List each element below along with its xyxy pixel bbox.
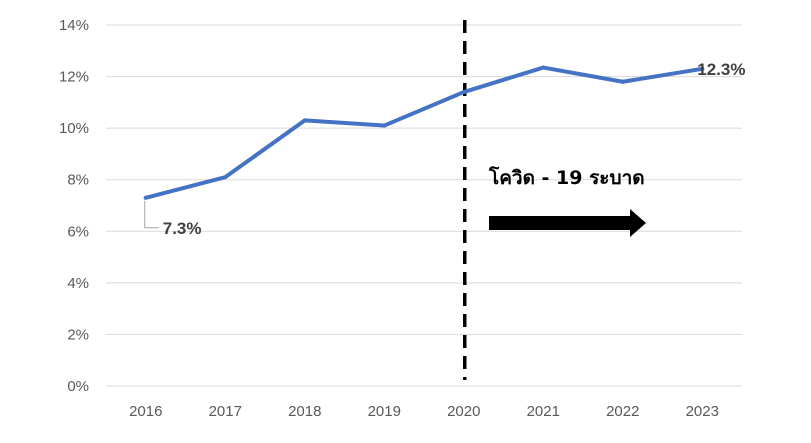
data-point-2023 [700, 66, 705, 71]
y-tick-label: 6% [67, 223, 89, 240]
y-axis-ticks: 0% 2% 4% 6% 8% 10% 12% 14% [59, 17, 89, 395]
y-tick-label: 2% [67, 326, 89, 343]
data-point-2019 [382, 123, 387, 128]
x-tick-label: 2017 [209, 403, 242, 420]
x-tick-label: 2020 [447, 403, 480, 420]
data-point-2017 [223, 175, 228, 180]
y-tick-label: 0% [67, 378, 89, 395]
data-point-2020 [461, 90, 466, 95]
data-point-2021 [541, 65, 546, 70]
label-leader-line [144, 200, 159, 229]
y-tick-label: 8% [67, 172, 89, 189]
data-label-2023: 12.3% [697, 60, 745, 79]
data-point-2016 [143, 195, 148, 200]
x-tick-label: 2019 [368, 403, 401, 420]
x-tick-label: 2021 [527, 403, 560, 420]
y-tick-label: 4% [67, 275, 89, 292]
data-point-2022 [620, 79, 625, 84]
series-line [143, 65, 705, 200]
x-tick-label: 2023 [686, 403, 719, 420]
data-labels: 7.3% 12.3% [144, 60, 745, 238]
x-tick-label: 2022 [606, 403, 639, 420]
series-group [143, 65, 705, 200]
x-tick-label: 2016 [129, 403, 162, 420]
y-tick-label: 12% [59, 69, 89, 86]
covid-annotation: โควิด - 19 ระบาด [463, 20, 646, 380]
data-label-2016: 7.3% [163, 219, 202, 238]
covid-annotation-text: โควิด - 19 ระบาด [488, 166, 645, 189]
right-arrow-icon [489, 209, 646, 237]
y-tick-label: 10% [59, 120, 89, 137]
x-tick-label: 2018 [288, 403, 321, 420]
x-axis-ticks: 2016 2017 2018 2019 2020 2021 2022 2023 [129, 403, 719, 420]
y-tick-label: 14% [59, 17, 89, 34]
data-point-2018 [302, 118, 307, 123]
